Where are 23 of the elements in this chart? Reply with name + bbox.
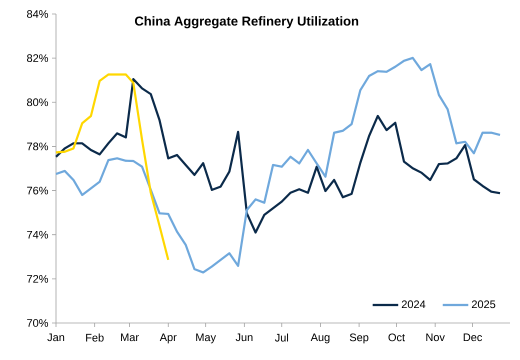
x-tick-label: Aug xyxy=(310,334,330,344)
x-tick-label: Feb xyxy=(86,334,104,342)
y-tick-label: 84% xyxy=(27,10,48,18)
x-tick-label: Nov xyxy=(426,334,445,342)
y-tick-label: 72% xyxy=(27,275,48,283)
x-tick-label: Apr xyxy=(160,334,177,344)
y-tick-label: 80% xyxy=(27,98,48,106)
x-tick-label: Mar xyxy=(121,334,139,342)
y-tick-label: 74% xyxy=(27,230,48,239)
x-tick-label: May xyxy=(196,334,216,344)
x-tick-label: Oct xyxy=(388,334,405,342)
chart-title: China Aggregate Refinery Utilization xyxy=(134,16,358,28)
y-tick-label: 76% xyxy=(27,186,48,194)
x-tick-label: Dec xyxy=(464,334,482,342)
legend-label: 2024 xyxy=(402,300,426,308)
y-tick-label: 78% xyxy=(27,142,48,150)
x-tick-label: Jun xyxy=(236,334,252,342)
x-tick-label: Sep xyxy=(350,334,368,344)
x-tick-label: Jul xyxy=(274,334,288,342)
legend-label: 2025 xyxy=(472,300,496,308)
x-tick-label: Jan xyxy=(47,334,64,342)
y-tick-label: 82% xyxy=(27,54,48,62)
y-tick-label: 70% xyxy=(27,319,48,327)
